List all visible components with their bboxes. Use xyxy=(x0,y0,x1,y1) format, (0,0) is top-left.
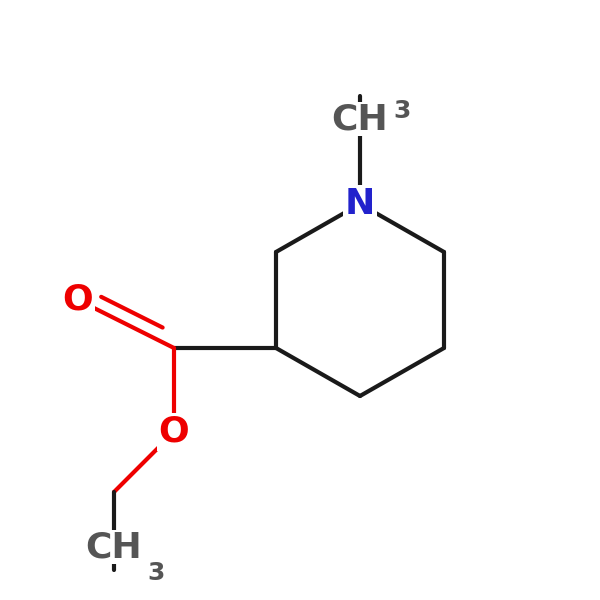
Text: 3: 3 xyxy=(393,99,410,123)
Text: O: O xyxy=(158,415,190,449)
Text: CH: CH xyxy=(332,102,388,136)
Text: O: O xyxy=(62,283,94,317)
Text: N: N xyxy=(345,187,375,221)
Text: 3: 3 xyxy=(147,561,164,585)
Text: CH: CH xyxy=(86,530,142,564)
